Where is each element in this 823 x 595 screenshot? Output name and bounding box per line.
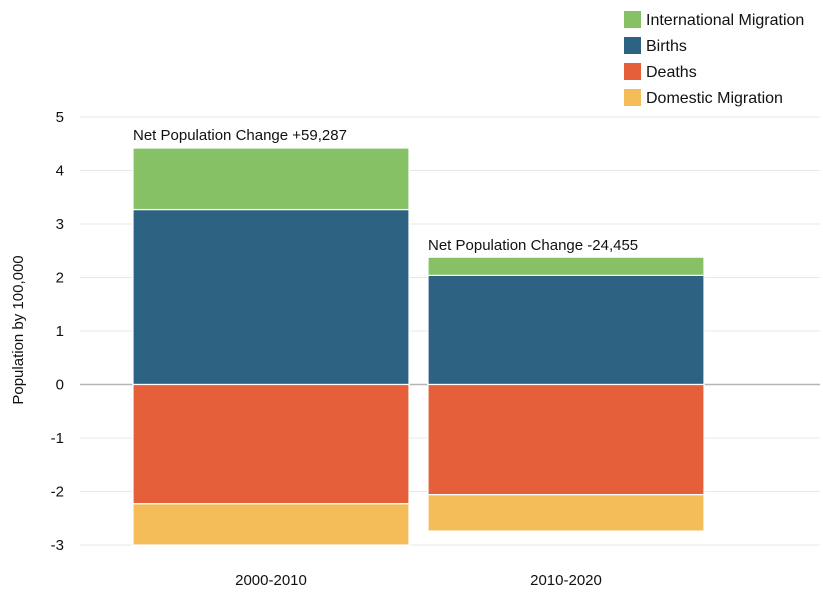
legend: International Migration Births Deaths Domes… (624, 11, 804, 107)
y-tick-label: 4 (56, 163, 64, 180)
legend-swatch (624, 63, 641, 80)
y-tick-label: -1 (51, 430, 64, 447)
x-category-label: 2000-2010 (235, 572, 307, 589)
bar-segment-international-migration[interactable] (427, 256, 705, 276)
legend-label: International Migration (646, 12, 804, 29)
bar-segment-international-migration[interactable] (132, 147, 410, 211)
y-tick-label: 3 (56, 216, 64, 233)
y-tick-label: 2 (56, 270, 64, 287)
y-tick-label: -2 (51, 484, 64, 501)
legend-swatch (624, 11, 641, 28)
net-change-annotation: Net Population Change -24,455 (428, 237, 638, 254)
bar-segment-domestic-migration[interactable] (427, 494, 705, 532)
x-category-label: 2010-2020 (530, 572, 602, 589)
legend-label: Births (646, 38, 687, 55)
bar-segment-births[interactable] (427, 274, 705, 386)
net-change-annotation: Net Population Change +59,287 (133, 127, 347, 144)
annotations: Net Population Change +59,287 Net Populat… (133, 127, 638, 254)
y-tick-label: 5 (56, 109, 64, 126)
category-labels: 2000-2010 2010-2020 (235, 572, 602, 589)
legend-label: Domestic Migration (646, 90, 783, 107)
bar-segment-deaths[interactable] (132, 383, 410, 505)
legend-swatch (624, 89, 641, 106)
bars (132, 147, 705, 546)
y-tick-label: 1 (56, 323, 64, 340)
y-tick-label: -3 (51, 537, 64, 554)
legend-swatch (624, 37, 641, 54)
y-tick-label: 0 (56, 377, 64, 394)
bar-segment-deaths[interactable] (427, 383, 705, 496)
y-axis-title: Population by 100,000 (10, 255, 27, 404)
y-tick-labels: 5 4 3 2 1 0 -1 -2 -3 (51, 109, 64, 554)
bar-segment-births[interactable] (132, 208, 410, 386)
bar-segment-domestic-migration[interactable] (132, 503, 410, 546)
legend-label: Deaths (646, 64, 697, 81)
